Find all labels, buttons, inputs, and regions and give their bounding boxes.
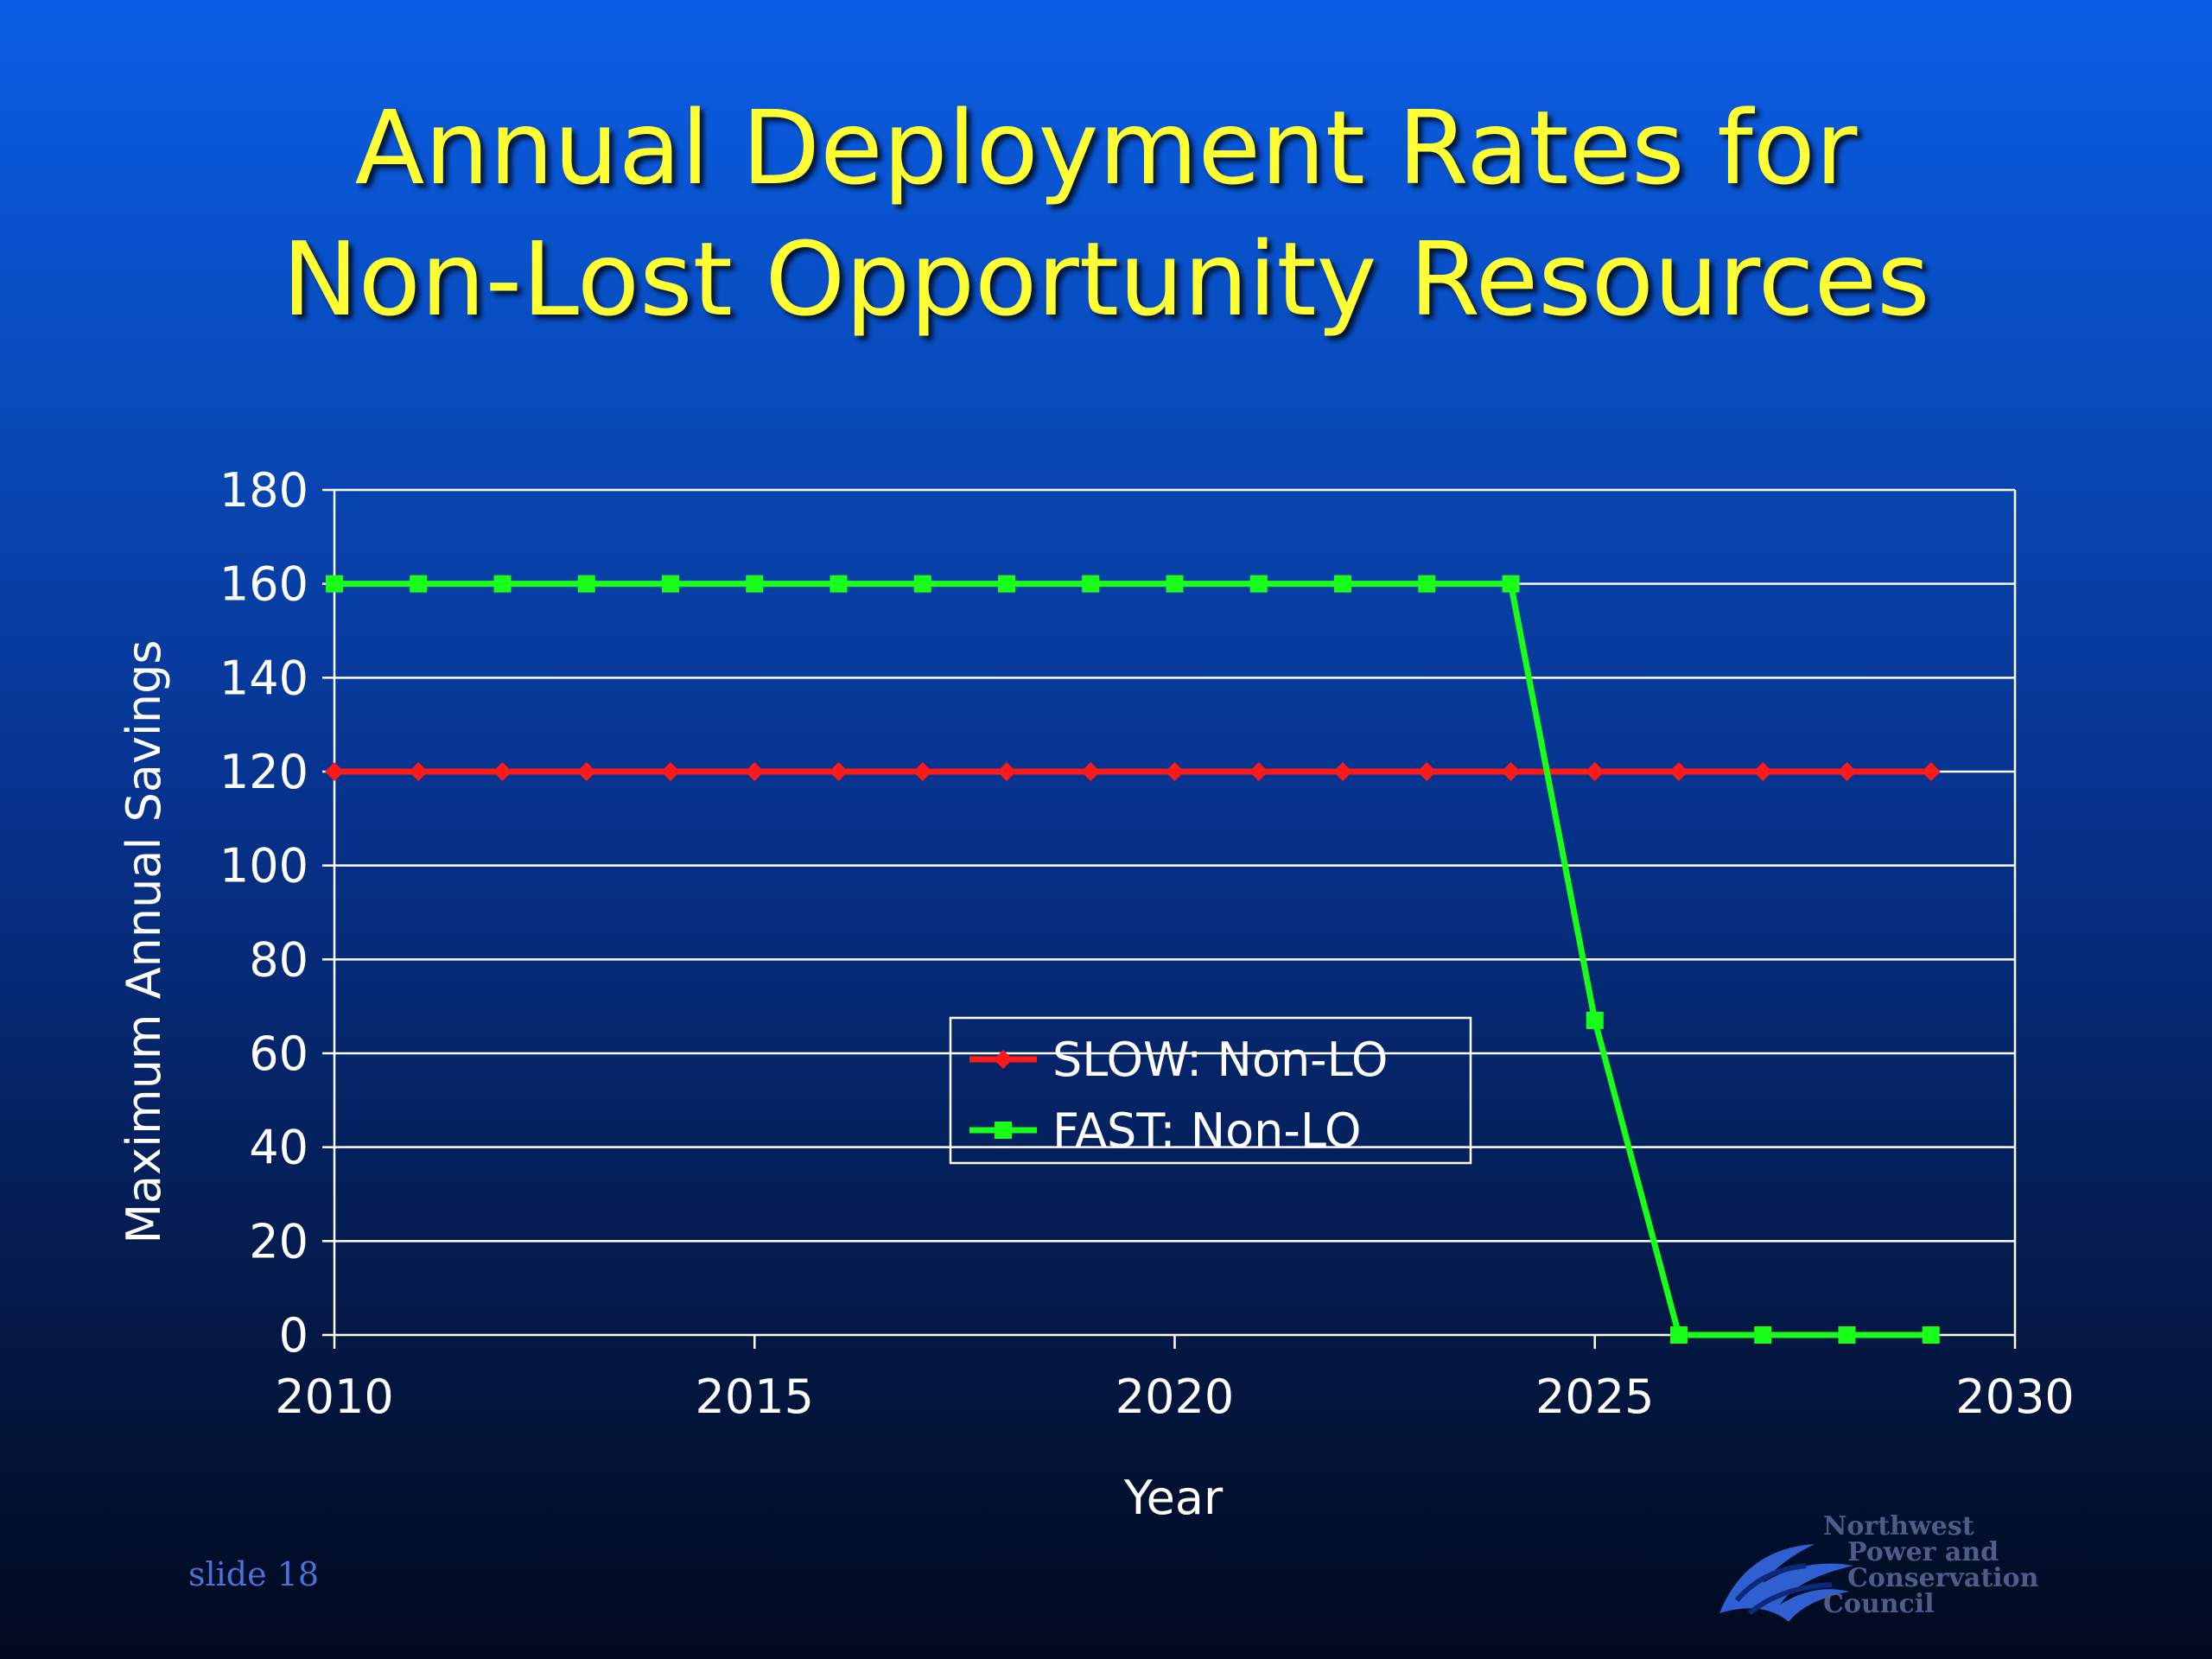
- slide-title-line-2: Non-Lost Opportunity Resources: [282, 219, 1930, 339]
- data-point-1-2011: [410, 575, 428, 593]
- data-point-0-2018: [997, 762, 1016, 781]
- data-point-1-2019: [1082, 575, 1100, 593]
- x-tick-label-2020: 2020: [1116, 1370, 1234, 1424]
- y-tick-label-140: 140: [219, 651, 308, 705]
- series-0: [325, 762, 1941, 781]
- y-tick-label-160: 160: [219, 557, 308, 612]
- data-point-0-2014: [661, 762, 680, 781]
- y-tick-label-0: 0: [279, 1308, 308, 1363]
- data-point-0-2019: [1081, 762, 1101, 781]
- data-point-1-2027: [1754, 1326, 1772, 1344]
- data-point-0-2022: [1333, 762, 1352, 781]
- x-tick-label-2010: 2010: [275, 1370, 393, 1424]
- council-logo: Northwest Power and Conservation Council: [1711, 1514, 2056, 1626]
- data-point-1-2014: [662, 575, 679, 593]
- data-point-0-2011: [409, 762, 429, 781]
- y-axis-ticks: 0 20 40 60 80 100 120 140 160 180: [219, 463, 334, 1363]
- logo-line-2: Power and: [1847, 1537, 1999, 1567]
- data-point-0-2025: [1585, 762, 1605, 781]
- slide-title-line-1: Annual Deployment Rates for: [354, 88, 1858, 207]
- y-tick-label-80: 80: [249, 932, 308, 987]
- logo-line-3: Conservation: [1847, 1563, 2039, 1593]
- data-point-1-2012: [493, 575, 512, 593]
- x-axis-ticks: 2010 2015 2020 2025 2030: [275, 1335, 2075, 1424]
- data-point-1-2026: [1670, 1326, 1688, 1344]
- data-point-1-2025: [1586, 1011, 1604, 1029]
- slide-title: Annual Deployment Rates for Non-Lost Opp…: [0, 82, 2212, 345]
- y-tick-label-60: 60: [249, 1027, 308, 1081]
- legend-swatch-marker-0: [994, 1050, 1013, 1069]
- chart-legend: SLOW: Non-LO FAST: Non-LO: [949, 1016, 1472, 1165]
- data-point-1-2013: [577, 575, 595, 593]
- y-tick-label-20: 20: [249, 1214, 308, 1268]
- data-point-1-2016: [830, 575, 848, 593]
- data-point-0-2015: [745, 762, 765, 781]
- y-tick-label-120: 120: [219, 745, 308, 799]
- logo-line-4: Council: [1823, 1589, 1935, 1619]
- data-point-1-2020: [1166, 575, 1184, 593]
- data-point-1-2024: [1502, 575, 1520, 593]
- y-tick-label-180: 180: [219, 463, 308, 518]
- legend-swatch-marker-1: [995, 1122, 1012, 1139]
- y-tick-label-100: 100: [219, 839, 308, 893]
- data-point-0-2028: [1837, 762, 1857, 781]
- chart-series: [325, 575, 1941, 1344]
- legend-box: [949, 1016, 1472, 1165]
- data-point-1-2022: [1334, 575, 1351, 593]
- data-point-1-2018: [998, 575, 1015, 593]
- data-point-0-2027: [1753, 762, 1773, 781]
- legend-label-1: FAST: Non-LO: [1052, 1103, 1362, 1158]
- data-point-0-2016: [829, 762, 849, 781]
- data-point-0-2013: [576, 762, 596, 781]
- data-point-1-2028: [1838, 1326, 1856, 1344]
- slide-number: slide 18: [188, 1555, 320, 1593]
- data-point-0-2017: [912, 762, 932, 781]
- data-point-0-2023: [1417, 762, 1437, 781]
- data-point-0-2020: [1165, 762, 1185, 781]
- data-point-1-2015: [746, 575, 764, 593]
- x-axis-label: Year: [1123, 1471, 1224, 1525]
- data-point-1-2023: [1418, 575, 1436, 593]
- data-point-0-2026: [1669, 762, 1688, 781]
- y-tick-label-40: 40: [249, 1121, 308, 1175]
- legend-label-0: SLOW: Non-LO: [1052, 1033, 1388, 1087]
- data-point-0-2021: [1249, 762, 1268, 781]
- data-point-0-2012: [493, 762, 512, 781]
- data-point-0-2010: [325, 762, 344, 781]
- logo-text: Northwest Power and Conservation Council: [1823, 1514, 2038, 1618]
- x-tick-label-2025: 2025: [1535, 1370, 1654, 1424]
- data-point-1-2010: [326, 575, 343, 593]
- chart-gridlines: [333, 488, 2017, 1337]
- series-line-1: [334, 581, 1931, 1338]
- data-point-1-2017: [913, 575, 931, 593]
- data-point-0-2024: [1501, 762, 1521, 781]
- y-axis-label: Maximum Annual Savings: [117, 639, 171, 1243]
- logo-line-1: Northwest: [1823, 1511, 1974, 1541]
- x-tick-label-2015: 2015: [696, 1370, 814, 1424]
- x-tick-label-2030: 2030: [1955, 1370, 2074, 1424]
- data-point-1-2021: [1249, 575, 1268, 593]
- wave-logo-icon: [1719, 1544, 1853, 1622]
- data-point-1-2029: [1922, 1326, 1940, 1344]
- data-point-0-2029: [1921, 762, 1941, 781]
- series-1: [326, 575, 1940, 1344]
